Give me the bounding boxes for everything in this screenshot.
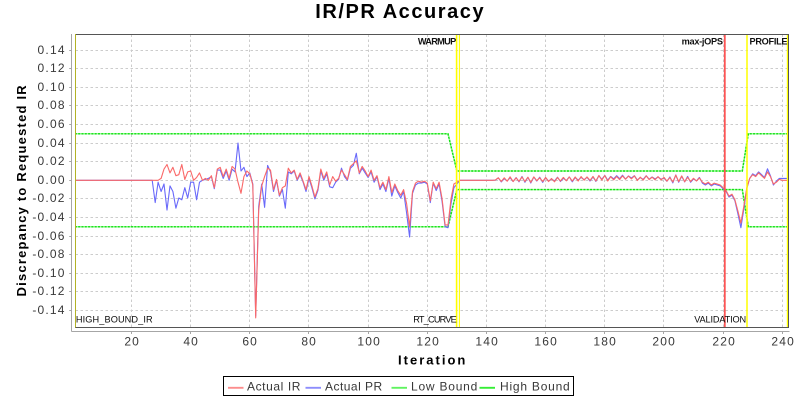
svg-text:0.06: 0.06 <box>38 117 66 131</box>
svg-text:Actual IR: Actual IR <box>247 380 301 394</box>
svg-text:IR/PR Accuracy: IR/PR Accuracy <box>315 1 485 23</box>
svg-text:80: 80 <box>301 335 317 349</box>
svg-text:-0.10: -0.10 <box>32 266 65 280</box>
svg-text:-0.02: -0.02 <box>32 191 65 205</box>
svg-text:Discrepancy to Requested IR: Discrepancy to Requested IR <box>14 84 29 296</box>
svg-text:RT_CURVE: RT_CURVE <box>413 314 456 324</box>
svg-text:0.10: 0.10 <box>38 80 66 94</box>
svg-text:0.04: 0.04 <box>38 136 66 150</box>
svg-text:160: 160 <box>534 335 558 349</box>
svg-text:120: 120 <box>416 335 440 349</box>
svg-text:Low Bound: Low Bound <box>411 380 478 394</box>
svg-text:0.00: 0.00 <box>38 173 66 187</box>
svg-text:Iteration: Iteration <box>398 353 467 368</box>
svg-text:High Bound: High Bound <box>500 380 571 394</box>
svg-text:200: 200 <box>652 335 676 349</box>
svg-text:Actual PR: Actual PR <box>325 380 383 394</box>
svg-text:HIGH_BOUND_IR: HIGH_BOUND_IR <box>76 314 153 324</box>
svg-text:180: 180 <box>593 335 617 349</box>
svg-text:-0.06: -0.06 <box>32 229 65 243</box>
svg-text:0.12: 0.12 <box>38 61 66 75</box>
svg-text:140: 140 <box>475 335 499 349</box>
svg-text:40: 40 <box>183 335 199 349</box>
svg-text:VALIDATION: VALIDATION <box>694 314 746 324</box>
svg-text:-0.14: -0.14 <box>32 303 65 317</box>
svg-text:-0.12: -0.12 <box>32 284 65 298</box>
svg-text:100: 100 <box>357 335 381 349</box>
svg-text:-0.04: -0.04 <box>32 210 65 224</box>
svg-text:20: 20 <box>124 335 140 349</box>
svg-text:-0.08: -0.08 <box>32 247 65 261</box>
svg-text:WARMUP: WARMUP <box>418 37 456 47</box>
svg-text:max-jOPS: max-jOPS <box>682 37 723 47</box>
svg-text:0.14: 0.14 <box>38 43 66 57</box>
svg-text:60: 60 <box>242 335 258 349</box>
svg-text:240: 240 <box>771 335 795 349</box>
svg-text:220: 220 <box>712 335 736 349</box>
svg-text:0.02: 0.02 <box>38 154 66 168</box>
svg-text:0.08: 0.08 <box>38 98 66 112</box>
svg-text:PROFILE: PROFILE <box>750 37 788 47</box>
